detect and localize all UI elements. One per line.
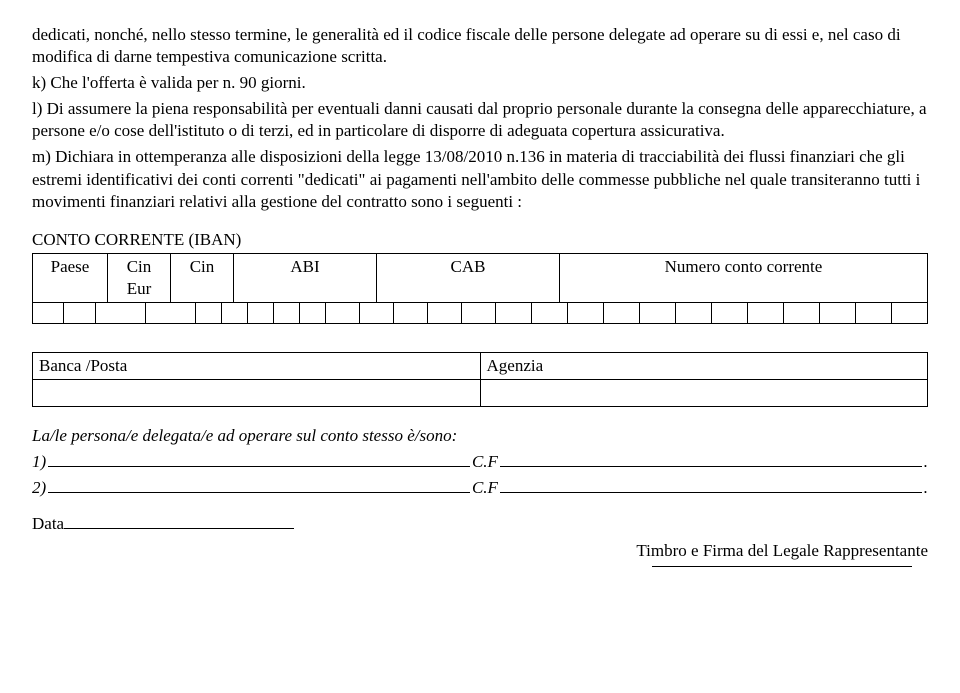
iban-col-ncc: Numero conto corrente bbox=[560, 253, 928, 302]
delegates-intro: La/le persona/e delegata/e ad operare su… bbox=[32, 425, 928, 447]
iban-cell[interactable] bbox=[784, 303, 820, 324]
iban-cell[interactable] bbox=[676, 303, 712, 324]
iban-cell[interactable] bbox=[712, 303, 748, 324]
iban-cell[interactable] bbox=[326, 303, 360, 324]
iban-cell[interactable] bbox=[248, 303, 274, 324]
iban-cell[interactable] bbox=[64, 303, 96, 324]
iban-cell[interactable] bbox=[820, 303, 856, 324]
iban-cell[interactable] bbox=[360, 303, 394, 324]
agency-label-cell: Agenzia bbox=[480, 353, 928, 380]
signature-label: Timbro e Firma del Legale Rappresentante bbox=[636, 540, 928, 562]
row2-prefix: 2) bbox=[32, 477, 46, 499]
iban-cell[interactable] bbox=[96, 303, 146, 324]
iban-cell[interactable] bbox=[892, 303, 928, 324]
iban-cell[interactable] bbox=[428, 303, 462, 324]
dot-2: . bbox=[924, 477, 928, 499]
iban-cell[interactable] bbox=[748, 303, 784, 324]
date-row: Data bbox=[32, 513, 928, 535]
iban-input-row bbox=[32, 302, 928, 324]
cf-label-2: C.F bbox=[472, 477, 498, 499]
paragraph-k: k) Che l'offerta è valida per n. 90 gior… bbox=[32, 72, 928, 94]
iban-cell[interactable] bbox=[33, 303, 64, 324]
iban-cell[interactable] bbox=[394, 303, 428, 324]
paragraph-m: m) Dichiara in ottemperanza alle disposi… bbox=[32, 146, 928, 212]
row1-prefix: 1) bbox=[32, 451, 46, 473]
delegate-row-1: 1) C.F . bbox=[32, 451, 928, 473]
iban-col-cineur: Cin Eur bbox=[108, 253, 171, 302]
iban-cell[interactable] bbox=[568, 303, 604, 324]
bank-label-cell: Banca /Posta bbox=[33, 353, 481, 380]
agency-input-cell[interactable] bbox=[480, 380, 928, 407]
paragraph-intro: dedicati, nonché, nello stesso termine, … bbox=[32, 24, 928, 68]
iban-cineur-line2: Eur bbox=[114, 278, 164, 300]
iban-col-paese: Paese bbox=[33, 253, 108, 302]
delegate1-cf-line[interactable] bbox=[500, 454, 922, 467]
iban-cell[interactable] bbox=[222, 303, 248, 324]
iban-col-abi: ABI bbox=[234, 253, 377, 302]
delegate1-name-line[interactable] bbox=[48, 454, 470, 467]
signature-line[interactable] bbox=[652, 566, 912, 567]
iban-cell[interactable] bbox=[604, 303, 640, 324]
cf-label-1: C.F bbox=[472, 451, 498, 473]
iban-col-cin: Cin bbox=[171, 253, 234, 302]
bank-agency-table: Banca /Posta Agenzia bbox=[32, 352, 928, 407]
iban-cell[interactable] bbox=[856, 303, 892, 324]
iban-cell[interactable] bbox=[462, 303, 496, 324]
signature-block: Timbro e Firma del Legale Rappresentante bbox=[32, 540, 928, 567]
delegate-row-2: 2) C.F . bbox=[32, 477, 928, 499]
date-input-line[interactable] bbox=[64, 516, 294, 529]
iban-cineur-line1: Cin bbox=[114, 256, 164, 278]
date-label: Data bbox=[32, 513, 64, 535]
iban-cell[interactable] bbox=[274, 303, 300, 324]
iban-cell[interactable] bbox=[640, 303, 676, 324]
paragraph-l: l) Di assumere la piena responsabilità p… bbox=[32, 98, 928, 142]
iban-col-cab: CAB bbox=[377, 253, 560, 302]
bank-input-cell[interactable] bbox=[33, 380, 481, 407]
iban-heading: CONTO CORRENTE (IBAN) bbox=[32, 229, 928, 251]
delegate2-name-line[interactable] bbox=[48, 480, 470, 493]
iban-cell[interactable] bbox=[146, 303, 196, 324]
delegate2-cf-line[interactable] bbox=[500, 480, 922, 493]
iban-cell[interactable] bbox=[196, 303, 222, 324]
iban-cell[interactable] bbox=[496, 303, 532, 324]
iban-header-table: Paese Cin Eur Cin ABI CAB Numero conto c… bbox=[32, 253, 928, 303]
iban-cell[interactable] bbox=[300, 303, 326, 324]
iban-cell[interactable] bbox=[532, 303, 568, 324]
dot-1: . bbox=[924, 451, 928, 473]
